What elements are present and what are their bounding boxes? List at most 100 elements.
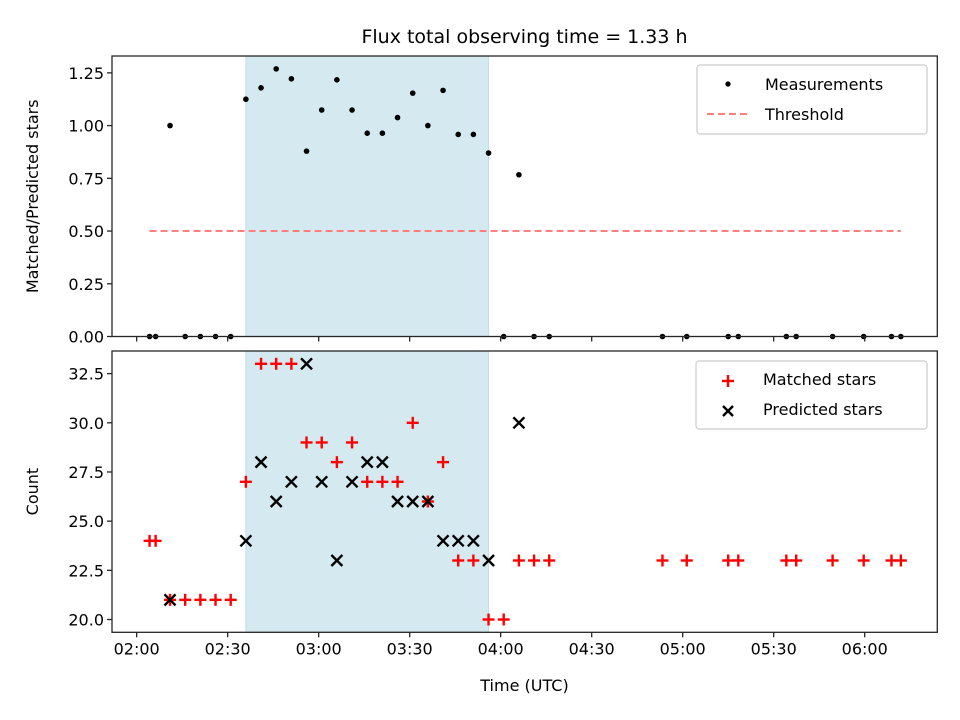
x-tick-label: 05:30 <box>751 639 797 658</box>
measurement-point <box>273 66 280 72</box>
x-tick-label: 02:30 <box>205 639 251 658</box>
x-axis-label: Time (UTC) <box>479 676 568 695</box>
measurement-point <box>288 75 295 82</box>
matched-star-marker <box>497 613 510 626</box>
predicted-star-marker <box>239 534 253 548</box>
top-measurement-points <box>146 66 904 340</box>
top-x-ticks <box>136 336 866 342</box>
y-tick-label: 30.0 <box>68 414 104 433</box>
measurement-point <box>364 130 371 136</box>
predicted-star-marker <box>300 357 313 371</box>
matched-star-marker <box>194 593 207 606</box>
y-tick-label: 20.0 <box>68 611 104 630</box>
measurement-point <box>394 114 401 121</box>
matched-star-marker <box>452 554 465 567</box>
predicted-star-marker <box>330 554 344 567</box>
predicted-star-marker <box>391 495 404 508</box>
matched-star-marker <box>209 593 222 606</box>
legend-matched-label: Matched stars <box>763 370 876 389</box>
predicted-star-marker <box>315 475 329 489</box>
measurement-point <box>440 87 446 94</box>
predicted-star-marker <box>254 455 268 469</box>
top-axes-frame <box>111 55 938 338</box>
measurement-point <box>455 131 462 138</box>
measurement-point <box>485 150 492 156</box>
matched-star-marker <box>512 554 525 567</box>
measurement-point <box>379 130 386 136</box>
y-tick-label: 1.25 <box>68 64 104 83</box>
matched-star-marker <box>391 475 404 488</box>
predicted-star-marker <box>285 475 298 489</box>
top-panel: 0.00 0.25 0.50 0.75 1.00 1.25 Matched/Predict… <box>23 55 938 347</box>
bottom-count-points <box>143 357 907 626</box>
legend-measurements-marker <box>725 81 731 87</box>
matched-star-marker <box>285 357 298 370</box>
top-y-ticks: 0.00 0.25 0.50 0.75 1.00 1.25 <box>68 64 112 347</box>
measurement-point <box>334 77 340 83</box>
predicted-star-marker <box>451 534 465 548</box>
matched-star-marker <box>482 613 495 626</box>
bottom-observing-span <box>245 350 490 633</box>
matched-star-marker <box>361 475 374 488</box>
legend-measurements-label: Measurements <box>765 75 883 94</box>
matched-star-marker <box>722 554 735 567</box>
y-tick-label: 0.50 <box>68 222 104 241</box>
matched-star-marker <box>528 554 541 567</box>
matched-star-marker <box>315 436 328 449</box>
matched-star-marker <box>239 475 252 488</box>
matched-star-marker <box>790 554 803 567</box>
predicted-star-marker <box>376 455 389 469</box>
matched-star-marker <box>149 534 162 547</box>
x-tick-label: 04:00 <box>478 639 524 658</box>
predicted-star-marker <box>269 495 283 508</box>
legend-predicted-marker <box>722 405 734 417</box>
observing-span-rect <box>245 55 490 337</box>
matched-star-marker <box>255 357 268 370</box>
bottom-x-ticks: 02:00 02:30 03:00 03:30 04:00 04:30 05:00 05:30… <box>114 632 888 658</box>
measurement-point <box>303 148 310 154</box>
matched-star-marker <box>330 456 343 469</box>
predicted-star-marker <box>406 495 420 508</box>
matched-star-marker <box>857 554 870 567</box>
measurement-point <box>167 122 173 129</box>
matched-star-marker <box>346 436 359 449</box>
matched-star-marker <box>894 554 907 567</box>
matched-star-marker <box>179 593 192 606</box>
measurement-point <box>258 85 264 91</box>
legend-matched-marker <box>722 375 734 387</box>
x-tick-label: 03:00 <box>296 639 342 658</box>
matched-star-marker <box>300 436 313 449</box>
predicted-star-marker <box>360 455 374 469</box>
x-tick-label: 05:00 <box>660 639 706 658</box>
y-tick-label: 0.00 <box>68 328 104 347</box>
predicted-star-marker <box>467 534 480 548</box>
top-legend-box <box>696 64 928 135</box>
bottom-legend: Matched stars Predicted stars <box>695 360 928 430</box>
bottom-y-ticks: 20.0 22.5 25.0 27.5 30.0 32.5 <box>68 365 112 630</box>
matched-star-marker <box>543 554 556 567</box>
top-observing-span <box>245 55 490 337</box>
bottom-axes-frame <box>111 350 938 633</box>
legend-threshold-label: Threshold <box>764 105 844 124</box>
matched-star-marker <box>270 357 283 370</box>
x-tick-label: 06:00 <box>842 639 888 658</box>
y-tick-label: 22.5 <box>68 561 104 580</box>
bottom-legend-box <box>695 360 928 430</box>
matched-star-marker <box>732 554 745 567</box>
predicted-star-marker <box>163 593 177 607</box>
matched-star-marker <box>656 554 669 567</box>
measurement-point <box>318 107 325 113</box>
measurement-point <box>425 122 431 129</box>
matched-star-marker <box>437 456 450 469</box>
legend-predicted-label: Predicted stars <box>763 400 883 419</box>
matched-star-marker <box>467 554 480 567</box>
chart-title: Flux total observing time = 1.33 h <box>361 26 687 48</box>
matched-star-marker <box>224 593 237 606</box>
y-tick-label: 0.25 <box>68 275 104 294</box>
matched-star-marker <box>680 554 693 567</box>
measurement-point <box>470 131 477 138</box>
top-legend: Measurements Threshold <box>696 64 928 135</box>
y-tick-label: 1.00 <box>68 117 104 136</box>
y-tick-label: 32.5 <box>68 365 104 384</box>
